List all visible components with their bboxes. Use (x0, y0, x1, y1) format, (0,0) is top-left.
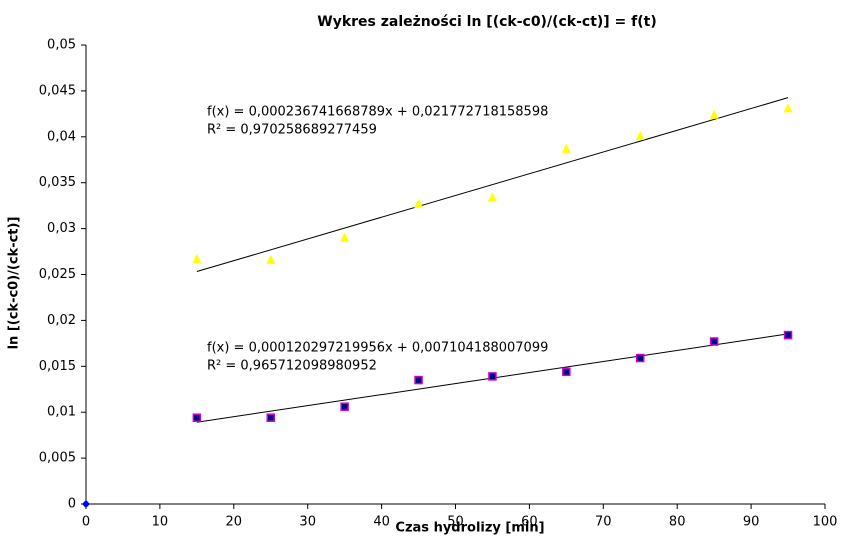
x-tick-label: 90 (743, 515, 760, 530)
trend-r2: R² = 0,970258689277459 (207, 123, 377, 138)
y-tick-label: 0,04 (47, 129, 76, 144)
y-tick-label: 0,035 (39, 175, 76, 190)
x-tick-label: 20 (226, 515, 243, 530)
point (487, 192, 497, 202)
y-tick-label: 0,045 (39, 83, 76, 98)
y-tick-label: 0,015 (39, 359, 76, 374)
point (562, 367, 571, 377)
point (636, 353, 645, 363)
trend-equation: f(x) = 0,000236741668789x + 0,0217727181… (207, 105, 548, 120)
x-axis-label: Czas hydrolizy [min] (395, 521, 544, 536)
x-tick-label: 40 (373, 515, 390, 530)
point (783, 330, 793, 340)
y-tick-label: 0,05 (47, 38, 76, 53)
trendline (196, 97, 789, 273)
y-tick-label: 0,02 (47, 313, 76, 328)
point (82, 500, 90, 508)
point (414, 375, 423, 385)
x-tick-label: 60 (521, 515, 538, 530)
point (340, 402, 349, 411)
y-tick-label: 0,005 (39, 451, 76, 466)
point (192, 413, 202, 422)
x-tick-label: 10 (152, 515, 169, 530)
point (709, 337, 719, 346)
point (709, 109, 719, 119)
x-tick-label: 0 (82, 515, 90, 530)
y-tick-label: 0,01 (47, 405, 76, 420)
point (192, 253, 202, 263)
point (635, 130, 645, 140)
point (488, 372, 497, 381)
point (414, 198, 424, 208)
y-tick-label: 0,025 (39, 267, 76, 282)
point (340, 232, 350, 242)
x-tick-label: 70 (595, 515, 612, 530)
x-tick-label: 80 (669, 515, 686, 530)
trend-equation: f(x) = 0,000120297219956x + 0,0071041880… (207, 341, 548, 356)
point (783, 103, 793, 113)
point (266, 254, 276, 264)
y-tick-label: 0,03 (47, 221, 76, 236)
x-tick-label: 100 (813, 515, 838, 530)
point (561, 143, 571, 153)
y-axis-label: ln [(ck-c0)/(ck-ct)] (7, 217, 22, 350)
trend-r2: R² = 0,965712098980952 (207, 359, 377, 374)
x-tick-label: 30 (299, 515, 316, 530)
y-tick-label: 0 (68, 497, 76, 512)
chart-title: Wykres zależności ln [(ck-c0)/(ck-ct)] =… (317, 14, 657, 30)
point (266, 413, 275, 422)
x-tick-label: 50 (447, 515, 464, 530)
